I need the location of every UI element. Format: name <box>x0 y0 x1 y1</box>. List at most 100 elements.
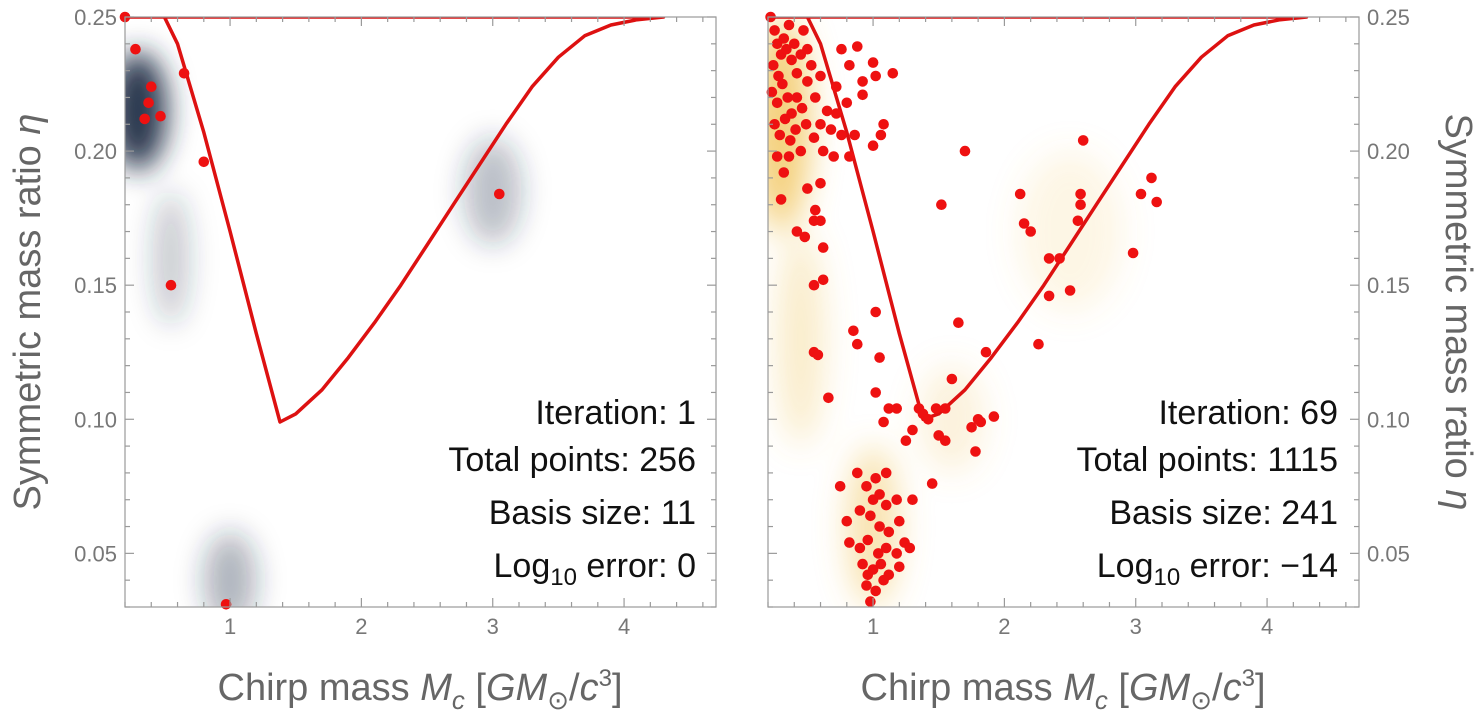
left-x-axis-title: Chirp mass Mc [GM⊙/c3] <box>218 665 623 715</box>
right-data-point <box>873 548 884 559</box>
right-data-point <box>857 558 868 570</box>
right-data-point <box>812 349 824 361</box>
right-data-point <box>821 105 833 117</box>
right-data-point <box>823 392 834 404</box>
right-data-point <box>796 102 808 114</box>
right-data-point <box>878 119 889 130</box>
right-data-point <box>810 204 821 216</box>
right-data-point <box>1072 215 1084 227</box>
right-data-point <box>773 70 784 82</box>
right-data-point <box>970 446 981 457</box>
right-data-point <box>966 422 977 433</box>
right-data-point <box>769 25 780 36</box>
right-data-point <box>774 129 786 141</box>
left-log-error-label: Log10 error: 0 <box>494 547 696 591</box>
left-x-tick-label: 2 <box>355 614 367 639</box>
right-data-point <box>1043 253 1055 264</box>
right-data-point <box>1146 172 1157 184</box>
right-data-point <box>799 231 811 243</box>
right-data-point <box>806 60 817 71</box>
left-ticks <box>124 16 716 608</box>
right-data-point <box>946 373 958 385</box>
right-points-layer <box>765 11 1162 607</box>
right-annotations: Iteration: 69 Total points: 1115 Basis s… <box>1077 394 1338 591</box>
right-data-point <box>808 279 820 291</box>
left-density-blob <box>125 51 168 170</box>
right-data-point <box>831 108 842 119</box>
left-density-layer <box>125 51 522 607</box>
left-y-tick-label: 0.15 <box>74 273 117 298</box>
left-annotations: Iteration: 1 Total points: 256 Basis siz… <box>448 394 696 591</box>
right-data-point <box>789 38 800 50</box>
right-data-point <box>870 306 881 318</box>
left-basis-size-label: Basis size: 11 <box>489 494 696 532</box>
right-data-point <box>862 534 874 546</box>
right-data-point <box>874 521 885 532</box>
right-density-blob <box>1017 151 1123 312</box>
right-data-point <box>1033 338 1044 350</box>
right-data-point <box>1014 188 1026 200</box>
left-data-point <box>178 68 190 79</box>
right-data-point <box>771 97 783 109</box>
right-data-point <box>768 60 779 71</box>
left-boundary-curve <box>125 17 666 424</box>
right-data-point <box>870 585 881 597</box>
right-data-point <box>891 548 902 559</box>
right-data-point <box>844 537 855 548</box>
right-data-point <box>891 494 902 506</box>
right-basis-size-label: Basis size: 241 <box>1109 494 1338 532</box>
right-boundary-layer <box>768 17 1309 422</box>
left-density-blob <box>203 531 257 607</box>
right-data-point <box>1077 135 1089 146</box>
right-data-point <box>786 54 797 66</box>
right-data-point <box>870 387 881 398</box>
right-data-point <box>854 505 866 516</box>
right-data-point <box>857 76 868 87</box>
left-points-layer <box>119 11 505 610</box>
right-data-point <box>810 92 821 103</box>
right-density-layer <box>768 17 1123 607</box>
left-x-tick-label: 1 <box>224 614 236 639</box>
left-data-point <box>198 156 210 168</box>
left-y-axis-title: Symmetric mass ratio η <box>7 114 49 511</box>
right-data-point <box>875 558 887 570</box>
right-data-point <box>1018 218 1030 229</box>
right-data-point <box>852 41 863 52</box>
right-data-point <box>844 151 855 162</box>
right-data-point <box>854 542 866 554</box>
right-data-point <box>800 119 812 130</box>
right-data-point <box>865 510 876 522</box>
right-data-point <box>848 325 859 337</box>
left-boundary-layer <box>125 17 666 424</box>
right-data-point <box>894 515 905 527</box>
right-data-point <box>880 542 892 554</box>
right-data-point <box>1025 226 1036 237</box>
right-data-point <box>783 151 795 162</box>
left-y-tick-label: 0.05 <box>74 541 117 566</box>
right-y-axis-title: Symmetric mass ratio η <box>1437 114 1478 511</box>
right-data-point <box>880 467 892 479</box>
right-data-point <box>922 414 934 425</box>
right-data-point <box>791 68 803 79</box>
left-data-point <box>130 43 141 55</box>
right-data-point <box>988 411 1000 422</box>
right-data-point <box>766 86 778 98</box>
right-data-point <box>1075 199 1086 210</box>
right-data-point <box>828 151 839 162</box>
right-log-error-label: Log10 error: −14 <box>1097 547 1338 591</box>
right-data-point <box>1151 196 1162 208</box>
left-y-tick-label: 0.10 <box>74 407 117 432</box>
right-data-point <box>817 274 829 286</box>
right-data-point <box>936 199 947 210</box>
left-iteration-label: Iteration: 1 <box>535 394 696 432</box>
left-density-blob <box>152 191 190 326</box>
right-data-point <box>831 81 842 92</box>
right-data-point <box>817 145 829 157</box>
right-data-point <box>815 119 826 130</box>
right-data-point <box>769 119 780 130</box>
right-data-point <box>777 78 788 90</box>
left-data-point <box>139 113 150 125</box>
right-data-point <box>779 113 791 125</box>
right-data-point <box>841 515 853 527</box>
